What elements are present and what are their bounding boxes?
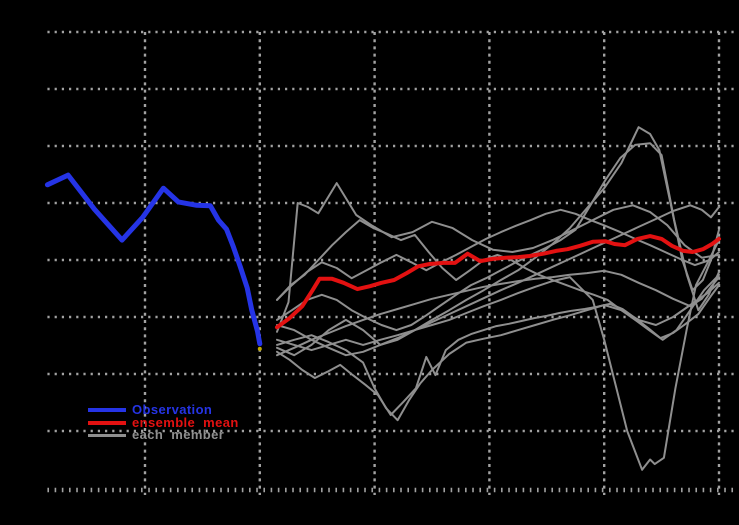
observation-end-dot [257, 346, 262, 351]
observation-line [44, 172, 263, 347]
member-line [276, 281, 720, 422]
member-line [276, 239, 720, 471]
member-line [276, 182, 720, 333]
each-member-legend-line [88, 433, 126, 437]
member-line [276, 204, 720, 357]
observation-legend-label: Observation [132, 402, 213, 417]
member-line [276, 284, 720, 416]
legend-item-each-member: each member [88, 427, 239, 442]
ensemble-mean-legend-line [88, 420, 126, 425]
ensemble-mean-legend-label: ensemble mean [132, 414, 239, 430]
member-line [276, 219, 720, 341]
member-line [276, 269, 720, 357]
legend: Observation ensemble mean each member [88, 402, 239, 442]
each-member-legend-label: each member [132, 427, 225, 442]
member-line [276, 142, 720, 332]
legend-item-observation: Observation [88, 402, 239, 417]
ensemble-mean-line [275, 234, 721, 330]
observation-legend-line [88, 408, 126, 412]
legend-item-ensemble-mean: ensemble mean [88, 414, 239, 430]
member-line [276, 208, 720, 301]
